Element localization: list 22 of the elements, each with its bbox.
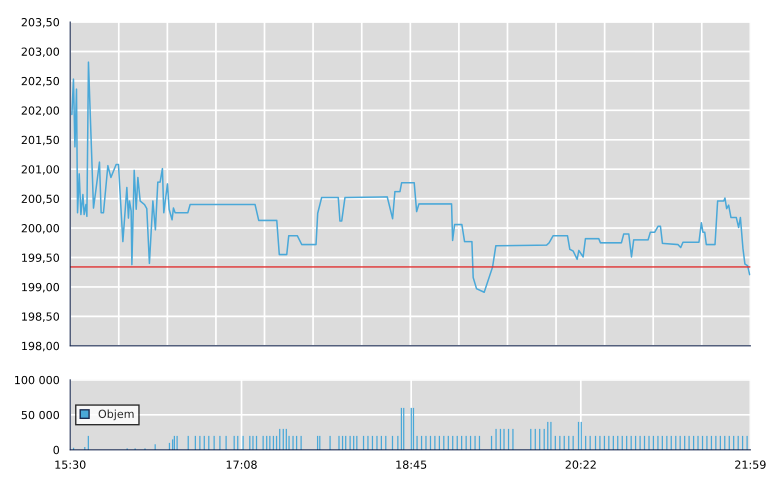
x-tick-label: 17:08 bbox=[226, 460, 257, 469]
y-tick-label: 199,00 bbox=[22, 282, 60, 292]
y-tick-label: 200,50 bbox=[22, 194, 60, 204]
y-tick-label: 203,50 bbox=[22, 18, 60, 28]
x-tick-label: 20:22 bbox=[566, 460, 596, 469]
y-tick-label: 0 bbox=[53, 446, 60, 454]
x-tick-label: 18:45 bbox=[396, 460, 426, 469]
legend-label: Objem bbox=[98, 409, 134, 420]
line-series bbox=[71, 61, 750, 294]
y-tick-label: 201,00 bbox=[22, 165, 60, 175]
y-tick-label: 202,50 bbox=[22, 76, 60, 86]
y-tick-label: 100 000 bbox=[15, 376, 60, 384]
y-tick-label: 202,00 bbox=[22, 106, 60, 116]
y-tick-label: 50 000 bbox=[22, 410, 60, 420]
y-tick-label: 199,50 bbox=[22, 253, 60, 264]
y-tick-label: 201,50 bbox=[22, 136, 60, 146]
y-tick-label: 200,00 bbox=[22, 224, 60, 234]
x-tick-label: 15:30 bbox=[55, 460, 86, 469]
y-tick-label: 198,00 bbox=[22, 342, 60, 352]
y-tick-label: 198,50 bbox=[22, 312, 60, 322]
y-tick-label: 203,00 bbox=[22, 47, 60, 57]
x-tick-label: 21:59 bbox=[735, 460, 766, 469]
